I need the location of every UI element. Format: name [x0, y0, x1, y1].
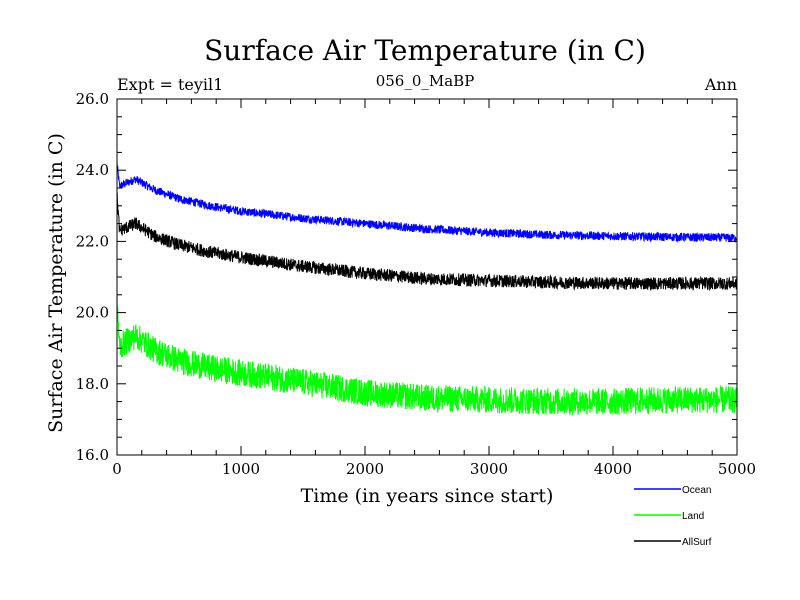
x-tick-label: 0 [112, 460, 122, 478]
legend: Ocean Land AllSurf [634, 485, 712, 548]
series-line-land [116, 285, 738, 416]
y-axis-label: Surface Air Temperature (in C) [45, 133, 67, 433]
x-tick-label: 5000 [718, 460, 756, 478]
axes-layer: 0 1000 2000 3000 4000 5000 16.0 18.0 20.0 22.0 24.… [76, 90, 757, 478]
y-tick-label: 26.0 [76, 90, 109, 108]
y-tick-label: 18.0 [76, 375, 109, 393]
x-tick-label: 3000 [470, 460, 508, 478]
y-tick-label: 20.0 [76, 304, 109, 322]
chart-subtitle: 056_0_MaBP [376, 72, 475, 90]
x-axis-label: Time (in years since start) [301, 485, 554, 507]
experiment-label: Expt = teyil1 [117, 75, 223, 94]
y-tick-label: 22.0 [76, 232, 109, 250]
period-label: Ann [704, 75, 737, 94]
x-tick-label: 2000 [346, 460, 384, 478]
series-line-allsurf [116, 192, 738, 292]
chart-title: Surface Air Temperature (in C) [204, 34, 646, 67]
series-layer [116, 161, 738, 416]
y-tick-label: 16.0 [76, 446, 109, 464]
y-tick-label: 24.0 [76, 161, 109, 179]
x-tick-label: 1000 [222, 460, 260, 478]
legend-label-ocean: Ocean [682, 485, 711, 496]
series-line-ocean [116, 161, 738, 244]
x-tick-label: 4000 [594, 460, 632, 478]
legend-label-allsurf: AllSurf [682, 537, 712, 548]
legend-label-land: Land [682, 511, 704, 522]
